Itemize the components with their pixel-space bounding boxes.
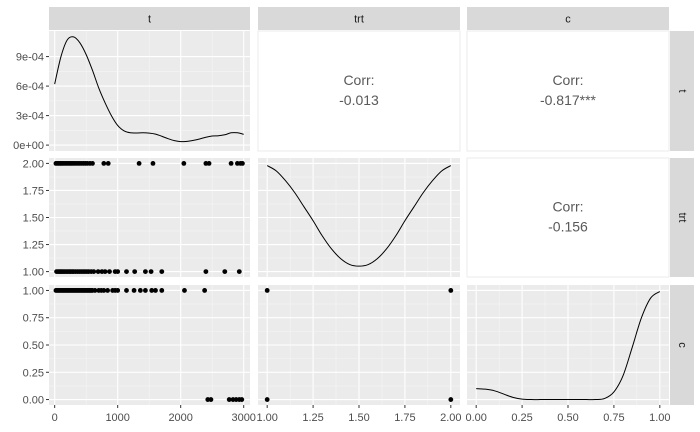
strip-right-t xyxy=(670,31,694,151)
strip-right-trt xyxy=(670,158,694,277)
point-t-c xyxy=(101,288,107,293)
point-t-trt xyxy=(115,269,121,274)
corr-label-t-c: Corr: xyxy=(552,72,583,88)
y-tick-label-trt: 1.25 xyxy=(23,240,44,252)
point-t-trt xyxy=(206,161,212,166)
point-t-trt xyxy=(148,269,154,274)
point-t-trt xyxy=(101,161,107,166)
point-t-trt xyxy=(124,269,129,274)
strip-label-top-c: c xyxy=(565,14,571,26)
x-tick-label-c: 0.00 xyxy=(465,412,486,424)
y-tick-label-t: 6e-04 xyxy=(16,81,44,93)
point-t-trt xyxy=(107,269,112,274)
point-trt-c xyxy=(264,397,270,402)
point-t-trt xyxy=(181,161,187,166)
point-t-trt xyxy=(143,269,148,274)
x-tick-label-trt: 1.75 xyxy=(394,412,415,424)
strip-right-c xyxy=(670,285,694,405)
panel-trt-c xyxy=(466,157,670,278)
point-t-c xyxy=(239,397,245,402)
point-t-c xyxy=(153,288,158,293)
point-t-trt xyxy=(203,269,209,274)
x-tick-label-t: 1000 xyxy=(105,412,129,424)
y-tick-label-c: 0.25 xyxy=(23,367,44,379)
point-t-c xyxy=(105,288,110,293)
x-tick-label-c: 0.75 xyxy=(603,412,624,424)
point-t-c xyxy=(202,288,208,293)
y-tick-label-t: 9e-04 xyxy=(16,52,44,64)
density-line-trt xyxy=(266,165,452,267)
x-tick-label-trt: 1.00 xyxy=(256,412,277,424)
corr-label-trt-c: Corr: xyxy=(552,199,583,215)
point-trt-c xyxy=(448,397,454,402)
strip-top-c xyxy=(467,7,669,30)
y-tick-label-trt: 1.00 xyxy=(23,267,44,279)
point-t-trt xyxy=(159,269,165,274)
point-t-trt xyxy=(90,161,95,166)
point-t-trt xyxy=(136,161,142,166)
y-tick-label-t: 3e-04 xyxy=(16,111,44,123)
y-tick-label-c: 0.75 xyxy=(23,313,44,325)
density-line-t xyxy=(54,36,244,143)
strip-label-right-trt: trt xyxy=(676,213,688,223)
point-t-c xyxy=(92,288,98,293)
corr-value-t-c: -0.817*** xyxy=(540,92,597,108)
y-tick-label-c: 0.50 xyxy=(23,340,44,352)
point-t-c xyxy=(115,288,121,293)
x-tick-label-t: 0 xyxy=(52,412,58,424)
x-tick-label-c: 1.00 xyxy=(649,412,670,424)
x-tick-label-c: 0.50 xyxy=(557,412,578,424)
point-t-c xyxy=(182,288,187,293)
point-t-trt xyxy=(236,269,242,274)
point-trt-c xyxy=(264,288,270,293)
point-t-trt xyxy=(240,161,245,166)
x-tick-label-trt: 1.50 xyxy=(348,412,369,424)
point-t-trt xyxy=(132,269,138,274)
y-tick-label-trt: 1.75 xyxy=(23,185,44,197)
y-tick-label-c: 0.00 xyxy=(23,395,44,407)
strip-label-top-trt: trt xyxy=(354,14,364,26)
x-tick-label-trt: 2.00 xyxy=(440,412,461,424)
y-tick-label-t: 0e+00 xyxy=(13,140,44,152)
point-t-c xyxy=(124,288,129,293)
strip-label-right-c: c xyxy=(676,342,688,348)
panel-t-trt xyxy=(257,30,461,152)
point-t-c xyxy=(149,288,155,293)
point-t-c xyxy=(159,288,165,293)
strip-top-t xyxy=(49,7,250,30)
point-t-trt xyxy=(150,161,156,166)
point-t-trt xyxy=(222,269,228,274)
density-line-c xyxy=(476,291,661,401)
point-t-c xyxy=(226,397,232,402)
point-t-c xyxy=(137,288,143,293)
x-tick-label-t: 3000 xyxy=(231,412,255,424)
y-tick-label-trt: 1.50 xyxy=(23,213,44,225)
x-tick-label-t: 2000 xyxy=(168,412,192,424)
y-tick-label-trt: 2.00 xyxy=(23,158,44,170)
strip-label-right-t: t xyxy=(676,89,688,92)
panel-t-t xyxy=(49,31,250,151)
point-trt-c xyxy=(448,288,454,293)
point-t-trt xyxy=(228,161,234,166)
panel-t-c xyxy=(466,30,670,152)
point-t-c xyxy=(131,288,137,293)
point-t-trt xyxy=(91,269,97,274)
corr-value-trt-c: -0.156 xyxy=(548,219,588,235)
point-t-trt xyxy=(102,269,108,274)
corr-value-t-trt: -0.013 xyxy=(339,92,379,108)
x-tick-label-trt: 1.25 xyxy=(302,412,323,424)
point-t-c xyxy=(208,397,214,402)
strip-label-top-t: t xyxy=(148,14,151,26)
y-tick-label-c: 1.00 xyxy=(23,285,44,297)
point-t-trt xyxy=(95,269,101,274)
point-t-c xyxy=(143,288,148,293)
point-t-trt xyxy=(105,161,111,166)
corr-label-t-trt: Corr: xyxy=(343,72,374,88)
strip-top-trt xyxy=(258,7,460,30)
x-tick-label-c: 0.25 xyxy=(511,412,532,424)
